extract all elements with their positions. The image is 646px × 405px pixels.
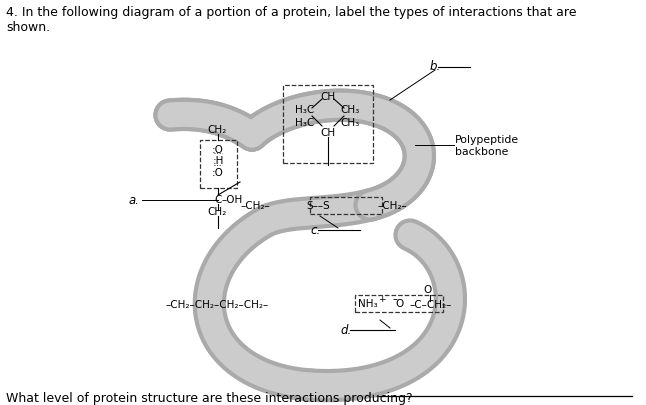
Bar	[283, 85, 373, 163]
Text: –C–CH₂–: –C–CH₂–	[410, 300, 452, 310]
Text: 4. In the following diagram of a portion of a protein, label the types of intera: 4. In the following diagram of a portion…	[6, 6, 576, 34]
Text: CH₂: CH₂	[207, 125, 226, 135]
Bar	[200, 140, 237, 188]
Text: –CH₂–: –CH₂–	[240, 201, 270, 211]
Text: H₃C: H₃C	[295, 105, 314, 115]
Text: NH₃: NH₃	[358, 299, 378, 309]
Text: :O: :O	[212, 145, 224, 155]
Bar	[355, 295, 443, 312]
Text: d.: d.	[340, 324, 351, 337]
Text: O: O	[395, 299, 403, 309]
Text: b.: b.	[430, 60, 441, 73]
Text: Polypeptide: Polypeptide	[455, 135, 519, 145]
Text: –OH: –OH	[222, 195, 244, 205]
Text: :O: :O	[212, 168, 224, 178]
Text: –: –	[393, 294, 398, 304]
Text: CH₃: CH₃	[340, 118, 359, 128]
Text: a.: a.	[129, 194, 140, 207]
Text: CH₃: CH₃	[340, 105, 359, 115]
Text: What level of protein structure are these interactions producing?: What level of protein structure are thes…	[6, 392, 413, 405]
Text: –CH₂–: –CH₂–	[378, 201, 408, 211]
Text: +: +	[378, 294, 386, 303]
Text: CH: CH	[320, 128, 335, 138]
Text: O: O	[424, 285, 432, 295]
Text: S––S: S––S	[306, 201, 330, 211]
Text: c.: c.	[310, 224, 320, 237]
Text: CH₂: CH₂	[207, 207, 226, 217]
Text: CH: CH	[320, 92, 335, 102]
Text: backbone: backbone	[455, 147, 508, 157]
Text: C: C	[214, 195, 222, 205]
Bar	[310, 197, 382, 214]
Text: :H: :H	[213, 156, 224, 166]
Text: H₃C: H₃C	[295, 118, 314, 128]
Text: –CH₂–CH₂–CH₂–CH₂–: –CH₂–CH₂–CH₂–CH₂–	[165, 300, 268, 310]
